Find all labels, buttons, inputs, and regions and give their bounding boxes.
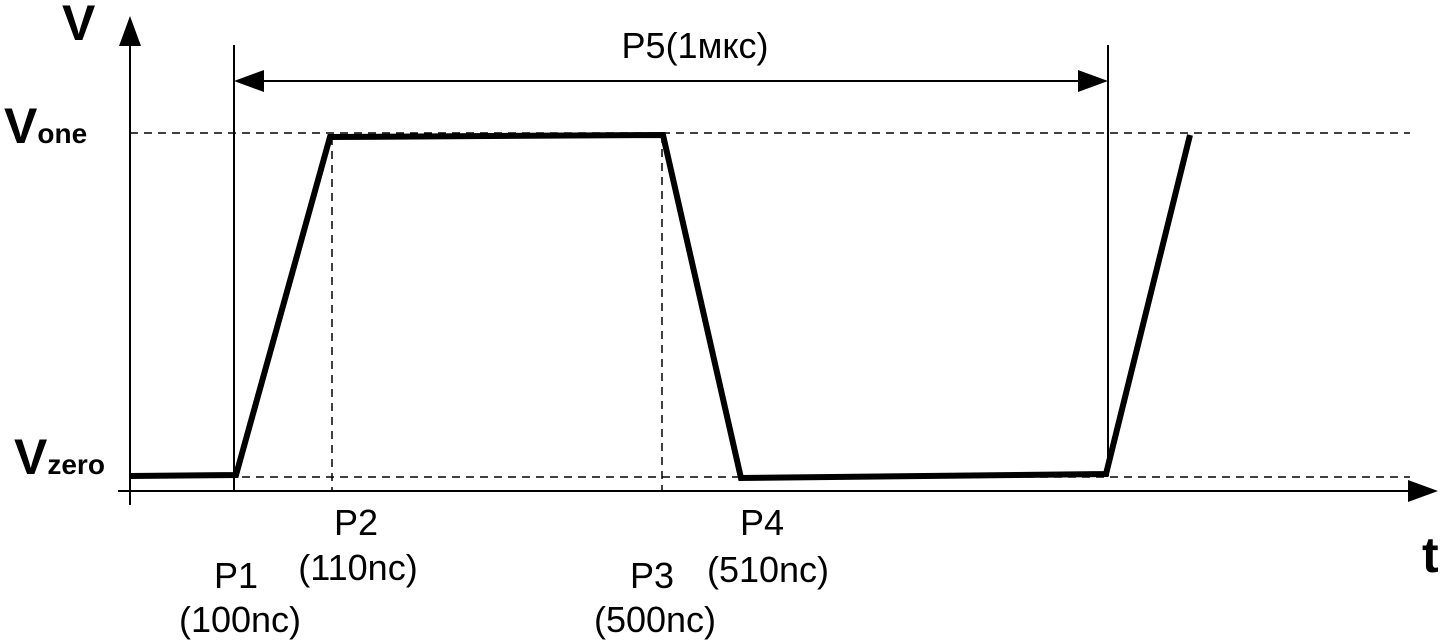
level-symbol: V xyxy=(4,98,38,154)
level-subscript: zero xyxy=(47,449,105,480)
level-one-label: Vone xyxy=(4,98,87,154)
point-time: (500nc) xyxy=(594,599,716,640)
point-time: (100nc) xyxy=(179,599,301,640)
period-arrow-left xyxy=(234,70,264,92)
period-label: P5(1мкс) xyxy=(622,25,769,66)
y-axis-label: V xyxy=(62,0,96,51)
y-axis-arrow xyxy=(119,16,141,46)
point-time: (110nc) xyxy=(298,547,417,588)
point-name: P2 xyxy=(334,502,378,543)
period-arrow-right xyxy=(1078,70,1108,92)
point-name: P3 xyxy=(630,555,674,596)
point-name: P4 xyxy=(740,502,784,543)
level-zero-label: Vzero xyxy=(14,429,105,485)
point-name: P1 xyxy=(214,555,258,596)
x-axis-arrow xyxy=(1408,480,1438,502)
x-axis-label: t xyxy=(1422,527,1439,583)
level-symbol: V xyxy=(14,429,48,485)
level-subscript: one xyxy=(37,118,87,149)
waveform xyxy=(129,131,1193,482)
point-time: (510nc) xyxy=(707,549,829,590)
